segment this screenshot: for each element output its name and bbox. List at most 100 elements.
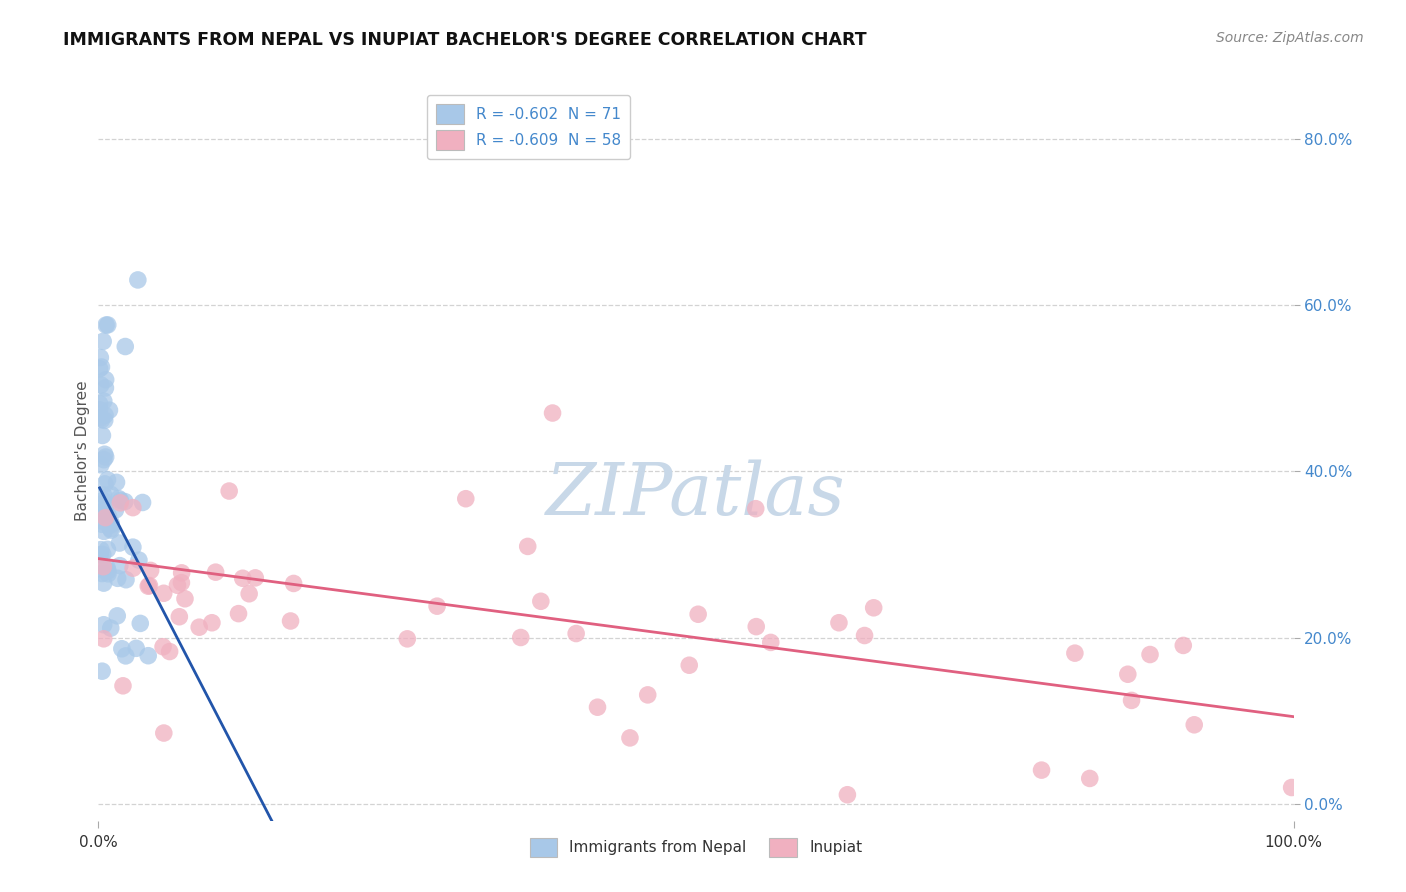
Point xyxy=(122,561,145,575)
Point xyxy=(89,397,111,411)
Point xyxy=(93,447,115,461)
Point xyxy=(90,412,112,426)
Point xyxy=(1031,763,1053,777)
Point xyxy=(122,540,145,554)
Point xyxy=(152,586,174,600)
Point xyxy=(97,509,120,524)
Point xyxy=(89,361,111,376)
Point xyxy=(188,620,211,634)
Text: ZIPatlas: ZIPatlas xyxy=(546,459,846,530)
Point xyxy=(837,788,859,802)
Point xyxy=(89,351,111,365)
Point xyxy=(637,688,659,702)
Point xyxy=(1116,667,1139,681)
Text: Source: ZipAtlas.com: Source: ZipAtlas.com xyxy=(1216,31,1364,45)
Point xyxy=(96,473,118,487)
Point xyxy=(89,402,111,417)
Point xyxy=(94,510,117,524)
Y-axis label: Bachelor's Degree: Bachelor's Degree xyxy=(75,380,90,521)
Point xyxy=(530,594,553,608)
Point xyxy=(111,641,134,656)
Point xyxy=(122,500,145,515)
Point xyxy=(93,515,115,529)
Point xyxy=(174,591,197,606)
Point xyxy=(91,493,114,508)
Point xyxy=(94,373,117,387)
Point xyxy=(166,578,188,592)
Point xyxy=(93,508,115,522)
Point xyxy=(828,615,851,630)
Point xyxy=(280,614,302,628)
Point xyxy=(91,547,114,561)
Point xyxy=(201,615,224,630)
Point xyxy=(94,476,117,491)
Point xyxy=(100,522,122,536)
Point xyxy=(678,658,700,673)
Point xyxy=(100,621,122,635)
Point xyxy=(1173,639,1195,653)
Point xyxy=(1121,693,1143,707)
Point xyxy=(90,458,112,472)
Point xyxy=(454,491,477,506)
Point xyxy=(759,635,782,649)
Point xyxy=(138,578,160,592)
Point xyxy=(1139,648,1161,662)
Point xyxy=(94,450,117,464)
Point xyxy=(139,563,162,577)
Point xyxy=(94,381,117,395)
Point xyxy=(91,334,114,349)
Point xyxy=(96,542,118,557)
Text: IMMIGRANTS FROM NEPAL VS INUPIAT BACHELOR'S DEGREE CORRELATION CHART: IMMIGRANTS FROM NEPAL VS INUPIAT BACHELO… xyxy=(63,31,868,49)
Point xyxy=(586,700,609,714)
Point xyxy=(1063,646,1085,660)
Point xyxy=(90,542,112,557)
Point xyxy=(93,452,115,467)
Point xyxy=(89,410,111,425)
Point xyxy=(93,524,115,539)
Point xyxy=(114,494,136,508)
Point xyxy=(159,644,181,658)
Point xyxy=(509,631,531,645)
Point xyxy=(745,501,768,516)
Point xyxy=(90,562,112,576)
Point xyxy=(426,599,449,614)
Point xyxy=(862,600,884,615)
Point xyxy=(228,607,250,621)
Point xyxy=(105,475,128,490)
Point xyxy=(218,483,240,498)
Point xyxy=(110,493,132,508)
Point xyxy=(129,616,152,631)
Point xyxy=(93,394,115,409)
Point xyxy=(745,619,768,633)
Point xyxy=(1078,772,1101,786)
Point xyxy=(565,626,588,640)
Point xyxy=(93,413,115,427)
Point xyxy=(108,558,131,573)
Point xyxy=(232,571,254,585)
Point xyxy=(90,359,112,374)
Point xyxy=(170,575,193,590)
Point xyxy=(97,318,120,332)
Point xyxy=(152,640,174,654)
Point xyxy=(516,540,538,554)
Point xyxy=(125,641,148,656)
Legend: Immigrants from Nepal, Inupiat: Immigrants from Nepal, Inupiat xyxy=(522,830,870,865)
Point xyxy=(94,408,117,422)
Point xyxy=(853,628,876,642)
Point xyxy=(136,579,159,593)
Point xyxy=(204,565,226,579)
Point xyxy=(96,560,118,574)
Point xyxy=(100,487,122,501)
Point xyxy=(94,318,117,332)
Point xyxy=(93,488,115,502)
Point xyxy=(97,564,120,578)
Point xyxy=(100,523,122,537)
Point xyxy=(93,576,115,591)
Point xyxy=(153,726,176,740)
Point xyxy=(131,495,153,509)
Point xyxy=(91,566,114,581)
Point xyxy=(89,548,111,562)
Point xyxy=(107,571,129,585)
Point xyxy=(170,566,193,580)
Point xyxy=(97,566,120,581)
